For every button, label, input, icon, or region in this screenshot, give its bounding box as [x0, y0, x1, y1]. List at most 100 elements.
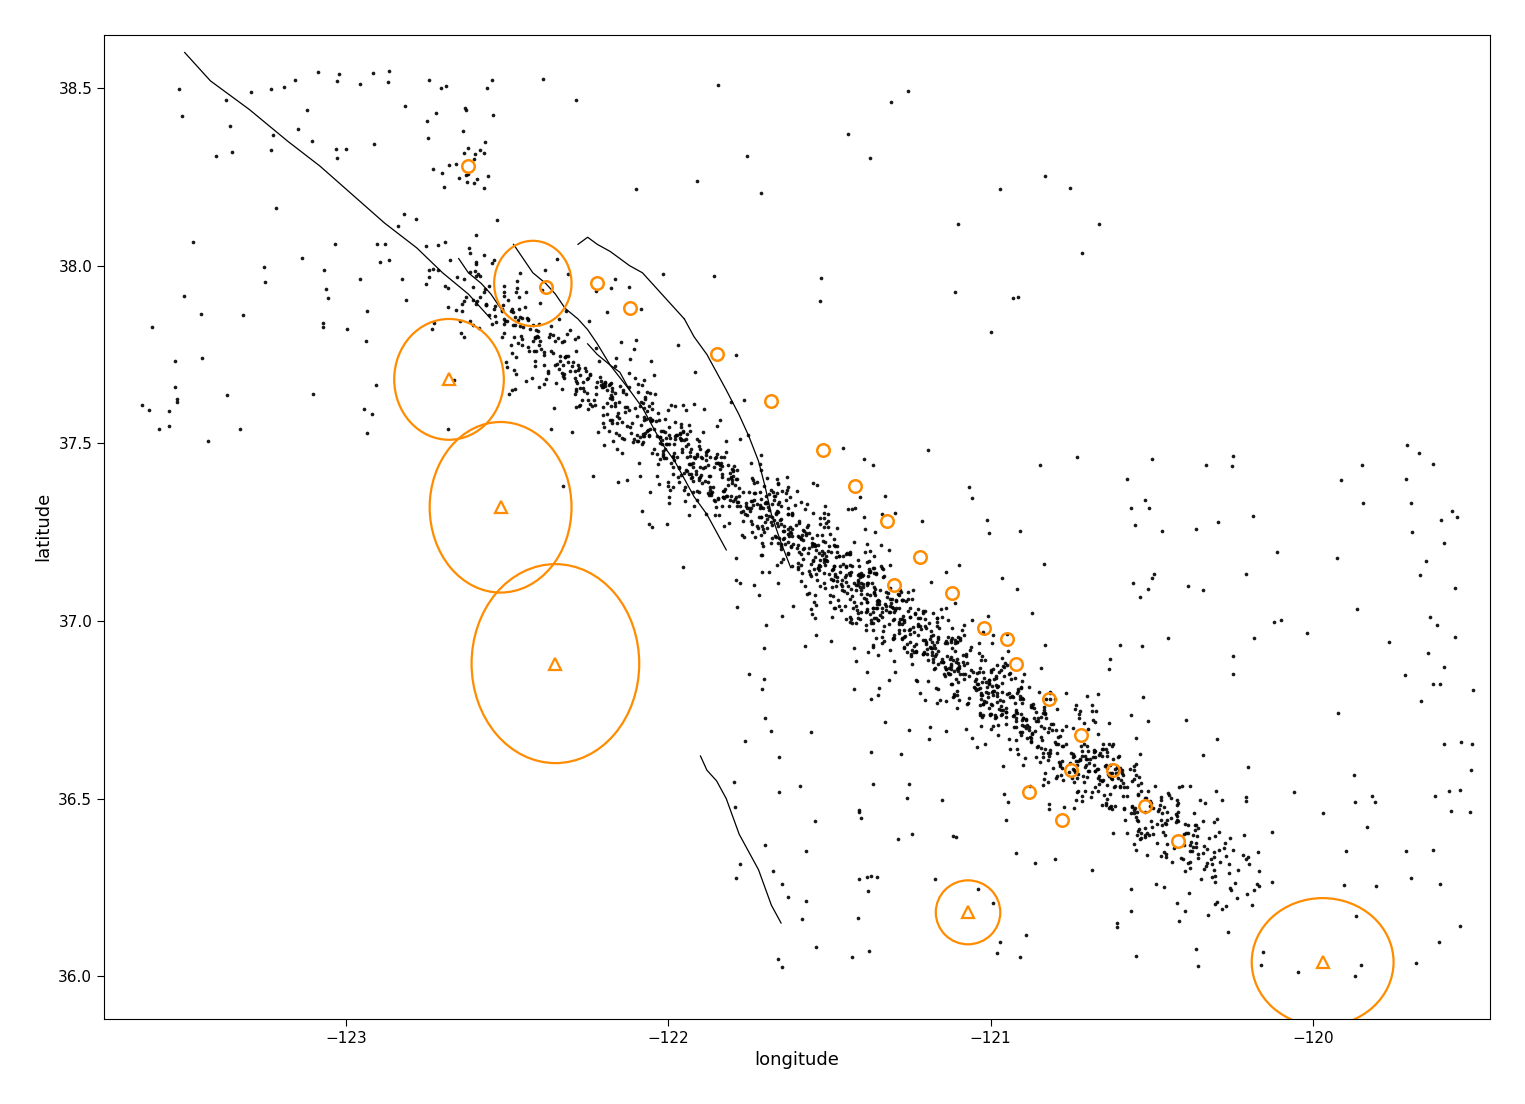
Point [764, 529, 788, 546]
Point [714, 433, 738, 450]
Point [580, 397, 604, 415]
Point [878, 603, 903, 620]
Point [862, 584, 886, 602]
Point [509, 327, 534, 344]
Point [749, 497, 773, 514]
Point [1014, 710, 1039, 728]
Point [578, 364, 602, 382]
Point [639, 518, 663, 535]
Point [607, 393, 631, 411]
Point [913, 691, 938, 709]
Point [804, 565, 828, 583]
Point [1241, 629, 1266, 647]
Point [590, 406, 615, 424]
Point [462, 150, 486, 168]
Point [496, 358, 520, 375]
Point [1068, 751, 1092, 768]
Point [386, 216, 410, 234]
Point [824, 549, 848, 566]
Point [852, 520, 877, 538]
Point [720, 460, 744, 478]
Point [779, 506, 804, 523]
Point [752, 523, 776, 541]
Point [631, 426, 656, 444]
Point [538, 421, 563, 438]
Point [805, 526, 830, 543]
Point [958, 689, 982, 707]
Point [761, 484, 785, 501]
Point [795, 518, 819, 535]
Point [878, 580, 903, 597]
Point [854, 662, 878, 680]
Point [515, 309, 540, 327]
Point [647, 475, 671, 492]
Point [939, 648, 964, 666]
Point [674, 448, 698, 466]
Point [1029, 708, 1054, 725]
Point [750, 520, 775, 538]
Point [878, 597, 903, 615]
Point [1087, 767, 1112, 785]
Point [1208, 853, 1232, 871]
Point [942, 684, 967, 702]
Point [868, 537, 892, 554]
Point [493, 310, 517, 328]
Point [744, 517, 769, 534]
Point [1127, 786, 1151, 804]
Point [522, 316, 546, 333]
Point [1064, 769, 1089, 787]
Point [1005, 740, 1029, 757]
Point [1011, 690, 1035, 708]
Point [970, 709, 994, 726]
Point [737, 666, 761, 683]
Point [820, 571, 845, 588]
Point [811, 553, 836, 571]
Point [1075, 737, 1100, 755]
Point [993, 703, 1017, 721]
Point [738, 492, 762, 510]
Point [979, 696, 1003, 713]
Point [776, 505, 801, 522]
Point [737, 499, 761, 517]
Point [1344, 967, 1368, 985]
Point [433, 77, 458, 95]
Point [444, 300, 468, 318]
Point [599, 374, 624, 392]
Point [1222, 647, 1246, 665]
Point [749, 526, 773, 543]
Point [753, 513, 778, 531]
Point [596, 376, 621, 394]
Point [564, 399, 589, 416]
Point [515, 310, 540, 328]
Point [827, 546, 851, 564]
Point [541, 400, 566, 417]
Point [857, 560, 881, 577]
Point [897, 721, 921, 739]
Point [708, 412, 732, 429]
Point [139, 318, 163, 336]
Point [854, 604, 878, 622]
Point [509, 337, 534, 354]
Point [984, 708, 1008, 725]
Point [595, 304, 619, 321]
Point [1186, 957, 1211, 975]
Point [605, 473, 630, 490]
Point [1100, 737, 1124, 755]
Point [1037, 747, 1061, 765]
Point [683, 463, 708, 480]
Point [1019, 729, 1043, 746]
Point [165, 393, 189, 411]
Point [1090, 735, 1115, 753]
Point [723, 476, 747, 493]
Point [718, 393, 743, 411]
Point [1432, 735, 1456, 753]
Point [1183, 838, 1208, 856]
Point [502, 328, 526, 346]
Point [1235, 758, 1260, 776]
Point [390, 270, 415, 288]
Point [917, 672, 941, 690]
Point [1432, 658, 1456, 676]
Point [834, 611, 859, 628]
Point [1139, 818, 1164, 836]
Point [1159, 809, 1183, 827]
